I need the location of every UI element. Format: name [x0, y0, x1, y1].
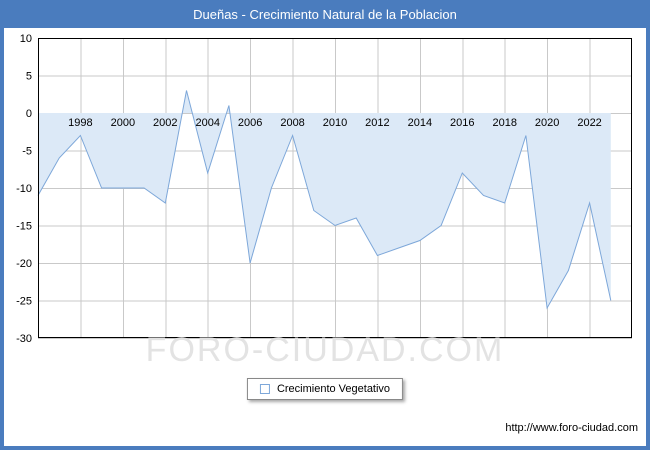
x-axis-label: 2018: [492, 117, 516, 129]
chart-plot: 10 5 0 -5 -10 -15 -20 -25 -30 1998 2000 2002 2004 200…: [16, 33, 632, 345]
y-axis-label: 5: [26, 71, 32, 83]
y-axis-label: -25: [16, 296, 32, 308]
y-axis-label: 10: [20, 33, 32, 45]
x-axis-label: 2022: [577, 117, 601, 129]
x-axis-label: 2002: [153, 117, 177, 129]
x-axis-label: 2008: [280, 117, 304, 129]
y-axis-label: -20: [16, 258, 32, 270]
x-axis-label: 2000: [111, 117, 135, 129]
series-area: [38, 90, 611, 308]
x-axis-label: 2012: [365, 117, 389, 129]
legend-label: Crecimiento Vegetativo: [276, 383, 391, 395]
x-axis-label: 2006: [238, 117, 262, 129]
x-axis-label: 2016: [450, 117, 474, 129]
y-axis-label: -5: [22, 146, 32, 158]
source-url-link[interactable]: http://www.foro-ciudad.com: [505, 422, 638, 434]
legend-swatch-icon: [259, 384, 270, 394]
x-axis-label: 1998: [68, 117, 92, 129]
x-axis-label: 2020: [535, 117, 559, 129]
x-axis-label: 2014: [408, 117, 432, 129]
legend: Crecimiento Vegetativo: [246, 378, 404, 400]
y-axis-label: -10: [16, 183, 32, 195]
series-line: [37, 90, 612, 310]
y-axis-label: -15: [16, 221, 32, 233]
chart-content: 10 5 0 -5 -10 -15 -20 -25 -30 1998 2000 2002 2004 200…: [4, 28, 646, 446]
x-axis-label: 2010: [323, 117, 347, 129]
y-axis-label: -30: [16, 333, 32, 345]
y-axis-label: 0: [26, 108, 32, 120]
plot-border: [38, 38, 632, 338]
chart-title: Dueñas - Crecimiento Natural de la Pobla…: [193, 7, 457, 22]
x-axis-label: 2004: [195, 117, 219, 129]
